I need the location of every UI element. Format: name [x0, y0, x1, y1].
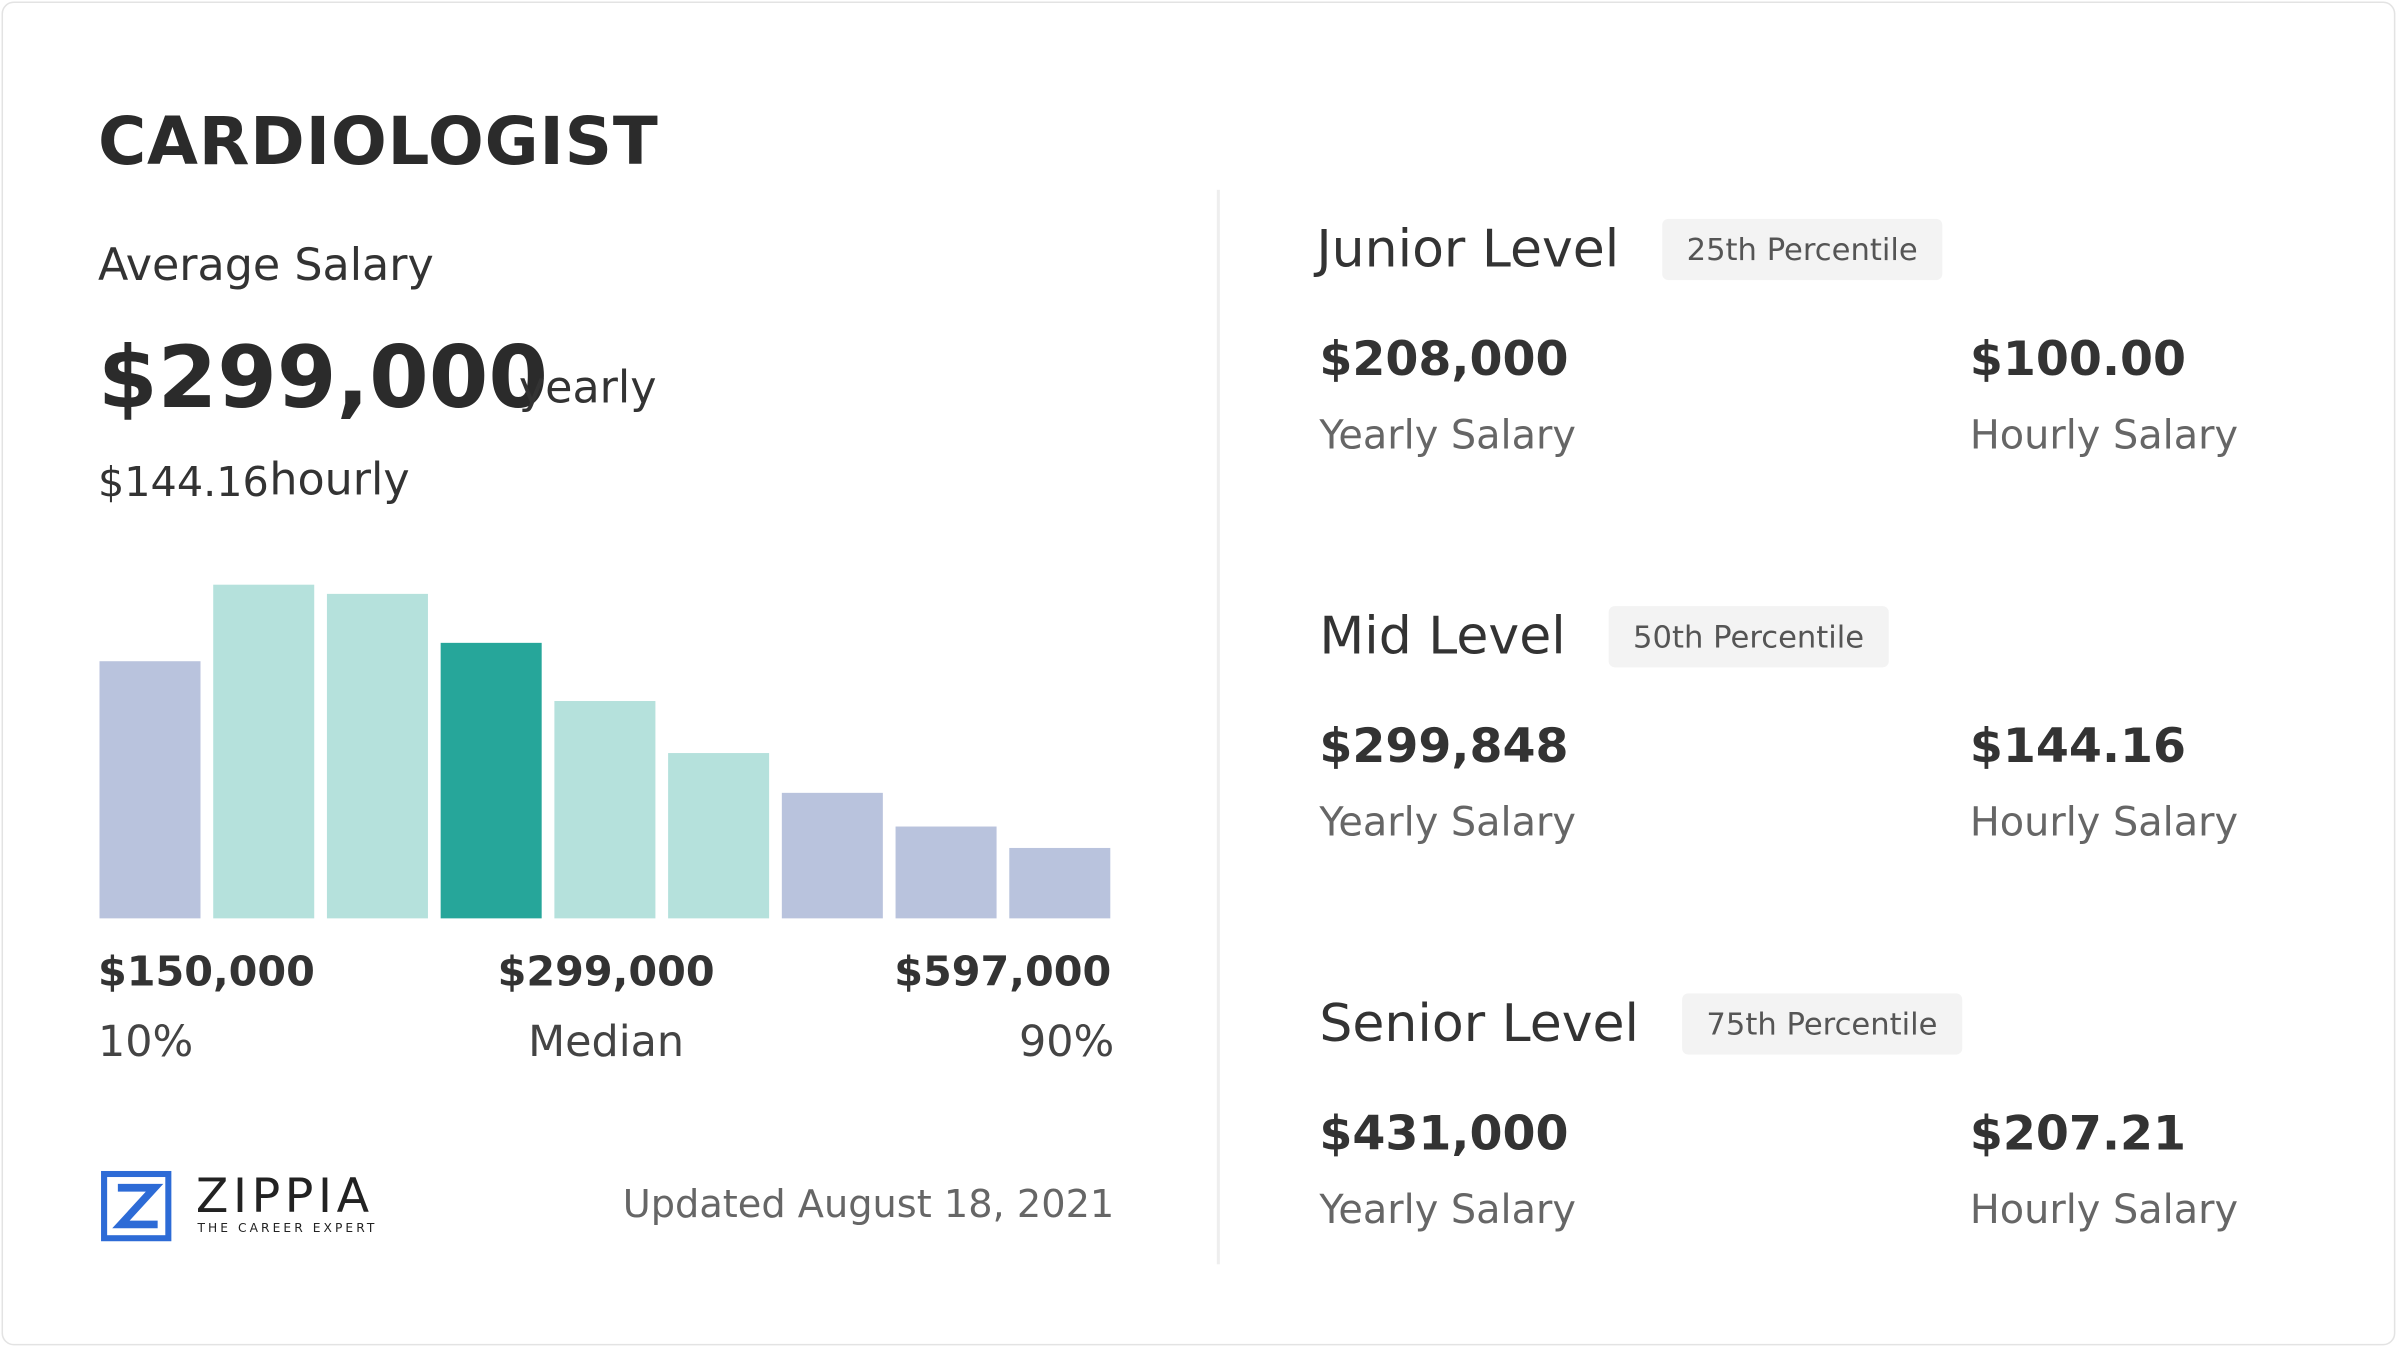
average-label: Average Salary [97, 238, 434, 291]
level-title: Mid Level [1319, 606, 1566, 668]
bar [1009, 847, 1111, 919]
updated-date: Updated August 18, 2021 [622, 1181, 1115, 1227]
level-header: Mid Level 50th Percentile [1319, 606, 1889, 668]
hourly-salary: $144.16 [1969, 719, 2187, 775]
hourly-salary: $207.21 [1969, 1106, 2187, 1162]
yearly-salary: $431,000 [1319, 1106, 1569, 1162]
bar [668, 753, 770, 919]
distribution-label: Median [528, 1016, 685, 1067]
hourly-label: Hourly Salary [1969, 413, 2239, 460]
bar [895, 826, 997, 919]
average-yearly: $299,000 [97, 329, 549, 429]
hourly-label: Hourly Salary [1969, 800, 2239, 847]
yearly-unit: yearly [518, 361, 657, 414]
bar [213, 584, 315, 919]
average-hourly: $144.16 [97, 459, 269, 507]
level-header: Junior Level 25th Percentile [1316, 218, 1943, 281]
yearly-label: Yearly Salary [1319, 800, 1576, 847]
hourly-label: Hourly Salary [1969, 1187, 2239, 1234]
yearly-label: Yearly Salary [1319, 1187, 1576, 1234]
tagline: THE CAREER EXPERT [197, 1221, 378, 1236]
yearly-salary: $208,000 [1319, 332, 1569, 388]
brand: ZIPPIA [195, 1169, 374, 1225]
histogram [99, 584, 1111, 919]
level-header: Senior Level 75th Percentile [1319, 993, 1962, 1055]
distribution-amount: $150,000 [97, 948, 315, 997]
distribution-label: 10% [97, 1016, 194, 1067]
level-title: Senior Level [1319, 993, 1640, 1055]
logo-icon [101, 1170, 172, 1242]
distribution-label: 90% [1019, 1016, 1115, 1067]
title: CARDIOLOGIST [97, 104, 659, 181]
distribution-amount: $597,000 [894, 948, 1112, 997]
yearly-salary: $299,848 [1319, 719, 1569, 775]
bar [440, 642, 542, 919]
hourly-salary: $100.00 [1969, 332, 2187, 388]
bar [326, 593, 428, 919]
percentile-badge: 75th Percentile [1681, 993, 1962, 1055]
bar [554, 701, 656, 919]
percentile-badge: 25th Percentile [1662, 218, 1943, 281]
bar [99, 661, 201, 919]
distribution-amount: $299,000 [497, 948, 715, 997]
yearly-label: Yearly Salary [1319, 413, 1576, 460]
bar [781, 792, 883, 919]
hourly-unit: hourly [269, 453, 410, 506]
level-title: Junior Level [1316, 218, 1620, 281]
divider [1216, 189, 1220, 1265]
percentile-badge: 50th Percentile [1608, 606, 1889, 668]
